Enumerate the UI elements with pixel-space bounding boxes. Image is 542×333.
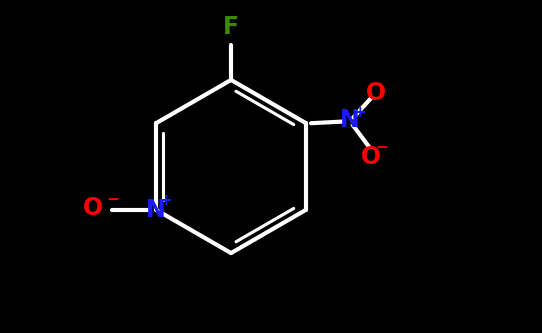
Text: −: − <box>375 140 388 155</box>
Text: +: + <box>160 193 172 208</box>
Text: F: F <box>223 15 239 39</box>
Text: N: N <box>146 198 166 222</box>
Text: O: O <box>82 196 103 220</box>
Text: N: N <box>339 108 359 132</box>
Text: O: O <box>361 145 381 168</box>
Text: O: O <box>366 81 386 105</box>
Text: +: + <box>353 105 366 120</box>
Text: −: − <box>106 192 119 207</box>
